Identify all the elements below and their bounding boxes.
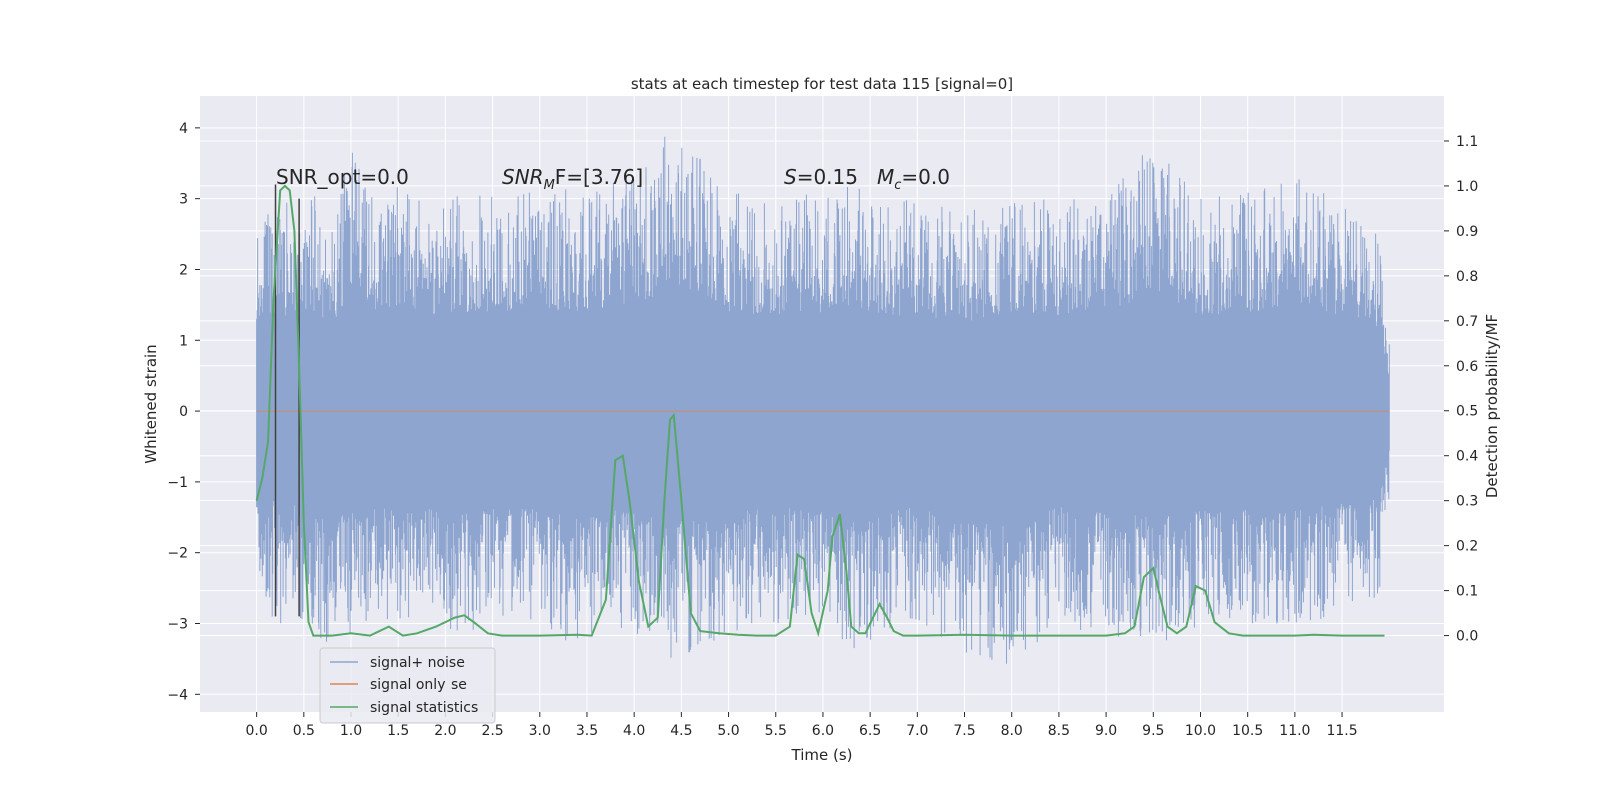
y-tick-label-5: −1: [167, 475, 188, 491]
x-tick-label-17: 8.5: [1048, 723, 1070, 739]
legend-label-stats: signal statistics: [370, 700, 478, 716]
stats-series: [255, 184, 1385, 638]
x-tick-label-10: 5.0: [717, 723, 739, 739]
x-tick-label-19: 9.5: [1142, 723, 1164, 739]
x-tick-label-11: 5.5: [765, 723, 787, 739]
x-tick-label-4: 2.0: [434, 723, 456, 739]
y-tick-label-0: 4: [179, 121, 188, 137]
y-tick-label-1: 3: [179, 192, 188, 208]
annotation-s-value: =0.15: [797, 165, 858, 189]
y2-tick-label-0: 1.1: [1456, 134, 1478, 150]
annotation-snr-mf: SNRMF=[3.76]: [502, 165, 643, 193]
noise-line: [256, 136, 1390, 664]
annotation-mc-symbol: M: [877, 165, 894, 189]
annotation-snr-opt: SNR_opt=0.0: [276, 165, 409, 189]
annotation-mc-subscript: c: [894, 178, 901, 193]
y2-axis: 1.1 1.0 0.9 0.8 0.7 0.6 0.5 0.4 0.3 0.2 0.1 0.0: [1444, 134, 1478, 645]
y-tick-label-7: −3: [167, 616, 188, 632]
x-tick-label-8: 4.0: [623, 723, 645, 739]
x-tick-label-5: 2.5: [481, 723, 503, 739]
x-tick-label-6: 3.0: [529, 723, 551, 739]
y-tick-label-6: −2: [167, 546, 188, 562]
x-tick-label-23: 11.5: [1326, 723, 1357, 739]
y2-tick-label-9: 0.2: [1456, 539, 1478, 555]
annotation-mc-value: =0.0: [901, 165, 950, 189]
x-tick-label-12: 6.0: [812, 723, 834, 739]
y2-tick-label-6: 0.5: [1456, 404, 1478, 420]
x-tick-label-9: 4.5: [670, 723, 692, 739]
annotation-snr-mf-subscript: M: [544, 178, 555, 193]
y-tick-label-2: 2: [179, 262, 188, 278]
x-tick-label-7: 3.5: [576, 723, 598, 739]
x-axis-label: Time (s): [791, 746, 853, 764]
x-tick-label-2: 1.0: [340, 723, 362, 739]
y2-axis-label: Detection probability/MF: [1483, 314, 1501, 498]
y2-tick-label-1: 1.0: [1456, 179, 1478, 195]
y-tick-label-8: −4: [167, 687, 188, 703]
legend-ghost-text: se: [451, 677, 467, 693]
x-axis: 0.0 0.5 1.0 1.5 2.0 2.5 3.0 3.5 4.0 4.5 5.0 5.5 6.0 6…: [245, 712, 1358, 739]
x-tick-label-15: 7.5: [953, 723, 975, 739]
annotation-s-symbol: S: [784, 165, 797, 189]
x-tick-label-18: 9.0: [1095, 723, 1117, 739]
y2-tick-label-3: 0.8: [1456, 269, 1478, 285]
annotation-mc: Mc=0.0: [877, 165, 950, 193]
annotation-snr-mf-value: F=[3.76]: [555, 165, 643, 189]
x-tick-label-21: 10.5: [1232, 723, 1263, 739]
noise-series: [256, 136, 1390, 664]
legend: signal+ noise se signal only signal stat…: [319, 647, 496, 724]
y2-tick-label-7: 0.4: [1456, 449, 1478, 465]
y2-tick-label-2: 0.9: [1456, 224, 1478, 240]
y-tick-label-3: 1: [179, 333, 188, 349]
y-tick-label-4: 0: [179, 404, 188, 420]
stats-line: [255, 184, 1385, 638]
y2-tick-label-4: 0.7: [1456, 314, 1478, 330]
y2-tick-label-8: 0.3: [1456, 494, 1478, 510]
annotation-s: S=0.15: [784, 165, 858, 189]
annotation-snr-mf-symbol: SNR: [502, 165, 544, 189]
x-tick-label-20: 10.0: [1185, 723, 1216, 739]
y2-tick-label-5: 0.6: [1456, 359, 1478, 375]
x-tick-label-14: 7.0: [906, 723, 928, 739]
x-tick-label-13: 6.5: [859, 723, 881, 739]
y-axis: 4 3 2 1 0 −1 −2 −3 −4: [167, 121, 200, 703]
x-tick-label-0: 0.0: [245, 723, 267, 739]
legend-box: [319, 647, 496, 724]
legend-label-noise: signal+ noise: [370, 655, 465, 671]
legend-label-signal-only: signal only: [370, 677, 445, 693]
y2-tick-label-11: 0.0: [1456, 629, 1478, 645]
chart-title: stats at each timestep for test data 115…: [631, 75, 1013, 93]
x-tick-label-3: 1.5: [387, 723, 409, 739]
y2-tick-label-10: 0.1: [1456, 584, 1478, 600]
x-tick-label-1: 0.5: [293, 723, 315, 739]
x-tick-label-22: 11.0: [1279, 723, 1310, 739]
y-axis-label: Whitened strain: [142, 344, 160, 463]
x-tick-label-16: 8.0: [1001, 723, 1023, 739]
